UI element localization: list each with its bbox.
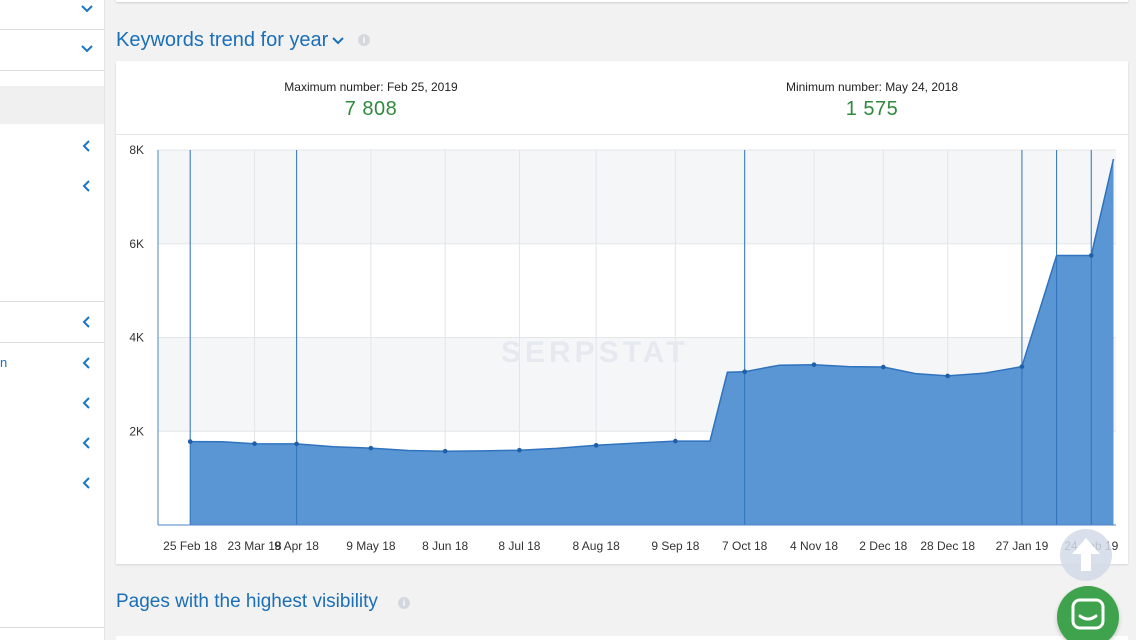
sidebar-border (104, 0, 105, 640)
data-point (294, 441, 299, 447)
watermark: SERPSTAT (501, 336, 689, 369)
x-tick-label: 9 May 18 (346, 539, 396, 553)
chevron-left-icon[interactable] (80, 396, 94, 410)
chevron-left-icon[interactable] (80, 476, 94, 490)
card-divider (116, 134, 1128, 135)
chevron-down-icon[interactable] (80, 2, 94, 16)
min-stat-label: Minimum number: May 24, 2018 (785, 80, 959, 94)
min-stat: Minimum number: May 24, 2018 1 575 (742, 80, 1002, 121)
data-point (1019, 364, 1025, 369)
data-point (742, 369, 747, 375)
x-tick-label: 7 Oct 18 (722, 539, 768, 553)
y-tick-label: 8K (129, 143, 144, 157)
chevron-left-icon[interactable] (80, 139, 94, 153)
x-tick-label: 27 Jan 19 (996, 539, 1049, 553)
x-tick-label: 8 Jun 18 (422, 539, 468, 553)
min-stat-value: 1 575 (845, 98, 899, 120)
grid-band (158, 150, 1116, 244)
data-point (673, 438, 678, 444)
chevron-down-icon[interactable] (331, 33, 345, 47)
area-series (190, 159, 1114, 525)
keywords-trend-chart: 2K 4K 6K 8K SERPSTAT 25 Feb 18 23 Mar 189 Apr … (129, 143, 1118, 553)
max-stat-label: Maximum number: Feb 25, 2019 (284, 80, 458, 94)
data-point (368, 445, 374, 451)
chat-icon (1071, 598, 1105, 630)
sidebar-divider (0, 627, 105, 628)
data-point (593, 443, 599, 448)
y-tick-label: 6K (129, 237, 144, 251)
data-point (945, 373, 950, 379)
x-tick-label: 4 Nov 18 (790, 539, 838, 553)
data-point (881, 364, 886, 370)
data-point (442, 448, 448, 454)
chat-button[interactable] (1057, 586, 1119, 640)
max-stat-value: 7 808 (344, 98, 398, 120)
y-tick-label: 2K (129, 424, 144, 438)
data-point (517, 447, 522, 453)
info-icon[interactable]: i (398, 597, 410, 609)
data-point (811, 362, 817, 367)
x-tick-label: 28 Dec 18 (920, 539, 975, 553)
chevron-down-icon[interactable] (80, 42, 94, 56)
x-tick-label: 8 Aug 18 (572, 539, 620, 553)
x-tick-label: 25 Feb 18 (163, 539, 217, 553)
previous-card (116, 0, 1128, 2)
chevron-left-icon[interactable] (80, 315, 94, 329)
sidebar: n (0, 0, 105, 640)
sidebar-divider (0, 342, 105, 343)
max-stat: Maximum number: Feb 25, 2019 7 808 (241, 80, 501, 121)
y-tick-label: 4K (129, 331, 144, 345)
x-tick-label: 9 Sep 18 (651, 539, 699, 553)
sidebar-item-label-fragment[interactable]: n (0, 355, 8, 370)
x-tick-label: 9 Apr 18 (274, 539, 319, 553)
arrow-up-icon (1072, 538, 1100, 571)
chevron-left-icon[interactable] (80, 436, 94, 450)
info-icon[interactable]: i (358, 34, 370, 46)
chevron-left-icon[interactable] (80, 356, 94, 370)
section-title-pages-visibility: Pages with the highest visibility (116, 591, 378, 612)
section-title-keywords-trend: Keywords trend for year (116, 29, 329, 51)
sidebar-active-item[interactable] (0, 86, 105, 124)
sidebar-divider (0, 29, 105, 30)
data-point (187, 439, 193, 444)
x-tick-label: 2 Dec 18 (859, 539, 907, 553)
series-line (190, 158, 1115, 452)
chevron-left-icon[interactable] (80, 179, 94, 193)
sidebar-divider (0, 70, 105, 71)
x-tick-label: 23 Mar 18 (228, 539, 282, 553)
data-point (252, 441, 257, 446)
x-tick-label: 8 Jul 18 (498, 539, 540, 553)
sidebar-divider (0, 301, 105, 302)
data-point (1088, 253, 1094, 258)
next-card (116, 636, 1128, 640)
scroll-to-top-button[interactable] (1060, 529, 1112, 581)
